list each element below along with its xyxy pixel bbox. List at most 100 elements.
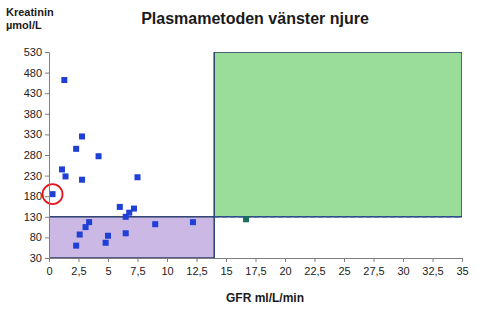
y-tick-mark	[45, 134, 49, 135]
y-axis: 30 80 130 180 230 280 330 380 430 480 530	[24, 46, 50, 264]
y-tick-mark	[45, 93, 49, 94]
x-tick-mark	[403, 258, 404, 262]
x-tick: 30	[397, 258, 409, 277]
x-tick: 32,5	[422, 258, 443, 277]
highlight-ring	[43, 184, 63, 204]
reference-line	[214, 216, 462, 217]
point	[79, 133, 85, 139]
point	[61, 77, 67, 83]
x-tick-label: 32,5	[422, 265, 443, 277]
y-tick: 480	[24, 67, 49, 79]
y-tick-mark	[45, 237, 49, 238]
point	[117, 204, 123, 210]
y-tick-mark	[45, 73, 49, 74]
y-tick: 380	[24, 108, 49, 120]
x-tick-label: 10	[161, 265, 173, 277]
y-tick-label: 330	[24, 128, 42, 140]
x-tick-mark	[226, 258, 227, 262]
y-tick-mark	[45, 52, 49, 53]
y-tick: 430	[24, 87, 49, 99]
point	[135, 174, 141, 180]
y-tick-label: 230	[24, 170, 42, 182]
y-tick: 180	[24, 190, 49, 202]
y-tick: 130	[24, 211, 49, 223]
axis-line	[45, 53, 50, 259]
y-axis-title: µmol/L	[6, 19, 42, 31]
x-tick-mark	[344, 258, 345, 262]
y-tick-label: 130	[24, 211, 42, 223]
x-tick-label: 17,5	[245, 265, 266, 277]
x-tick-mark	[374, 258, 375, 262]
y-tick-label: 380	[24, 108, 42, 120]
y-tick-mark	[45, 176, 49, 177]
x-tick: 12,5	[186, 258, 207, 277]
x-axis: 0 2,5 5 7,5 10 12,5 15 17,5 20 22,5 25 27,5 30 32,5 35	[46, 258, 468, 277]
y-tick: 230	[24, 170, 49, 182]
point	[190, 219, 196, 225]
x-tick-mark	[138, 258, 139, 262]
y-tick-label: 30	[30, 252, 42, 264]
x-tick-label: 25	[338, 265, 350, 277]
point	[63, 173, 69, 179]
y-tick-label: 530	[24, 46, 42, 58]
x-tick: 27,5	[363, 258, 384, 277]
y-tick-mark	[45, 155, 49, 156]
x-tick-mark	[197, 258, 198, 262]
y-tick-mark	[45, 258, 49, 259]
y-tick-label: 80	[30, 231, 42, 243]
y-tick-label: 280	[24, 149, 42, 161]
x-tick: 15	[220, 258, 232, 277]
x-tick-label: 7,5	[130, 265, 145, 277]
point	[50, 191, 56, 197]
y-tick-mark	[45, 217, 49, 218]
x-tick-mark	[285, 258, 286, 262]
x-tick: 5	[105, 258, 111, 277]
x-tick-label: 35	[456, 265, 468, 277]
point	[103, 240, 109, 246]
x-tick: 22,5	[304, 258, 325, 277]
point	[105, 233, 111, 239]
x-tick-label: 27,5	[363, 265, 384, 277]
y-tick: 30	[30, 252, 49, 264]
point	[73, 146, 79, 152]
x-tick-mark	[315, 258, 316, 262]
y-tick: 280	[24, 149, 49, 161]
x-tick: 0	[46, 258, 52, 277]
x-tick: 20	[279, 258, 291, 277]
x-tick-label: 22,5	[304, 265, 325, 277]
axis-line	[50, 259, 463, 263]
x-tick-mark	[462, 258, 463, 262]
x-tick-label: 0	[46, 265, 52, 277]
y-tick-label: 180	[24, 190, 42, 202]
title: Plasmametoden vänster njure	[141, 10, 369, 27]
region	[49, 217, 214, 258]
point	[79, 177, 85, 183]
point	[243, 216, 249, 222]
point	[152, 221, 158, 227]
point	[96, 153, 102, 159]
y-tick-mark	[45, 196, 49, 197]
point	[73, 243, 79, 249]
x-tick-mark	[79, 258, 80, 262]
point	[123, 214, 129, 220]
region	[214, 52, 462, 217]
x-tick-mark	[433, 258, 434, 262]
plot-area	[49, 52, 462, 258]
y-axis-title: Kreatinin	[6, 6, 54, 18]
x-axis-title: GFR ml/L/min	[226, 291, 304, 305]
x-tick-label: 20	[279, 265, 291, 277]
x-tick: 35	[456, 258, 468, 277]
point	[77, 232, 83, 238]
x-tick: 7,5	[130, 258, 145, 277]
x-tick: 17,5	[245, 258, 266, 277]
x-tick-label: 15	[220, 265, 232, 277]
chart: 0 2,5 5 7,5 10 12,5 15 17,5 20 22,5 25 27,5 30 32,5 35…	[0, 0, 477, 323]
point	[59, 166, 65, 172]
y-tick: 80	[30, 231, 49, 243]
x-tick-mark	[167, 258, 168, 262]
y-tick-label: 480	[24, 67, 42, 79]
x-tick: 25	[338, 258, 350, 277]
x-tick-mark	[256, 258, 257, 262]
y-tick-mark	[45, 114, 49, 115]
x-tick-label: 2,5	[71, 265, 86, 277]
